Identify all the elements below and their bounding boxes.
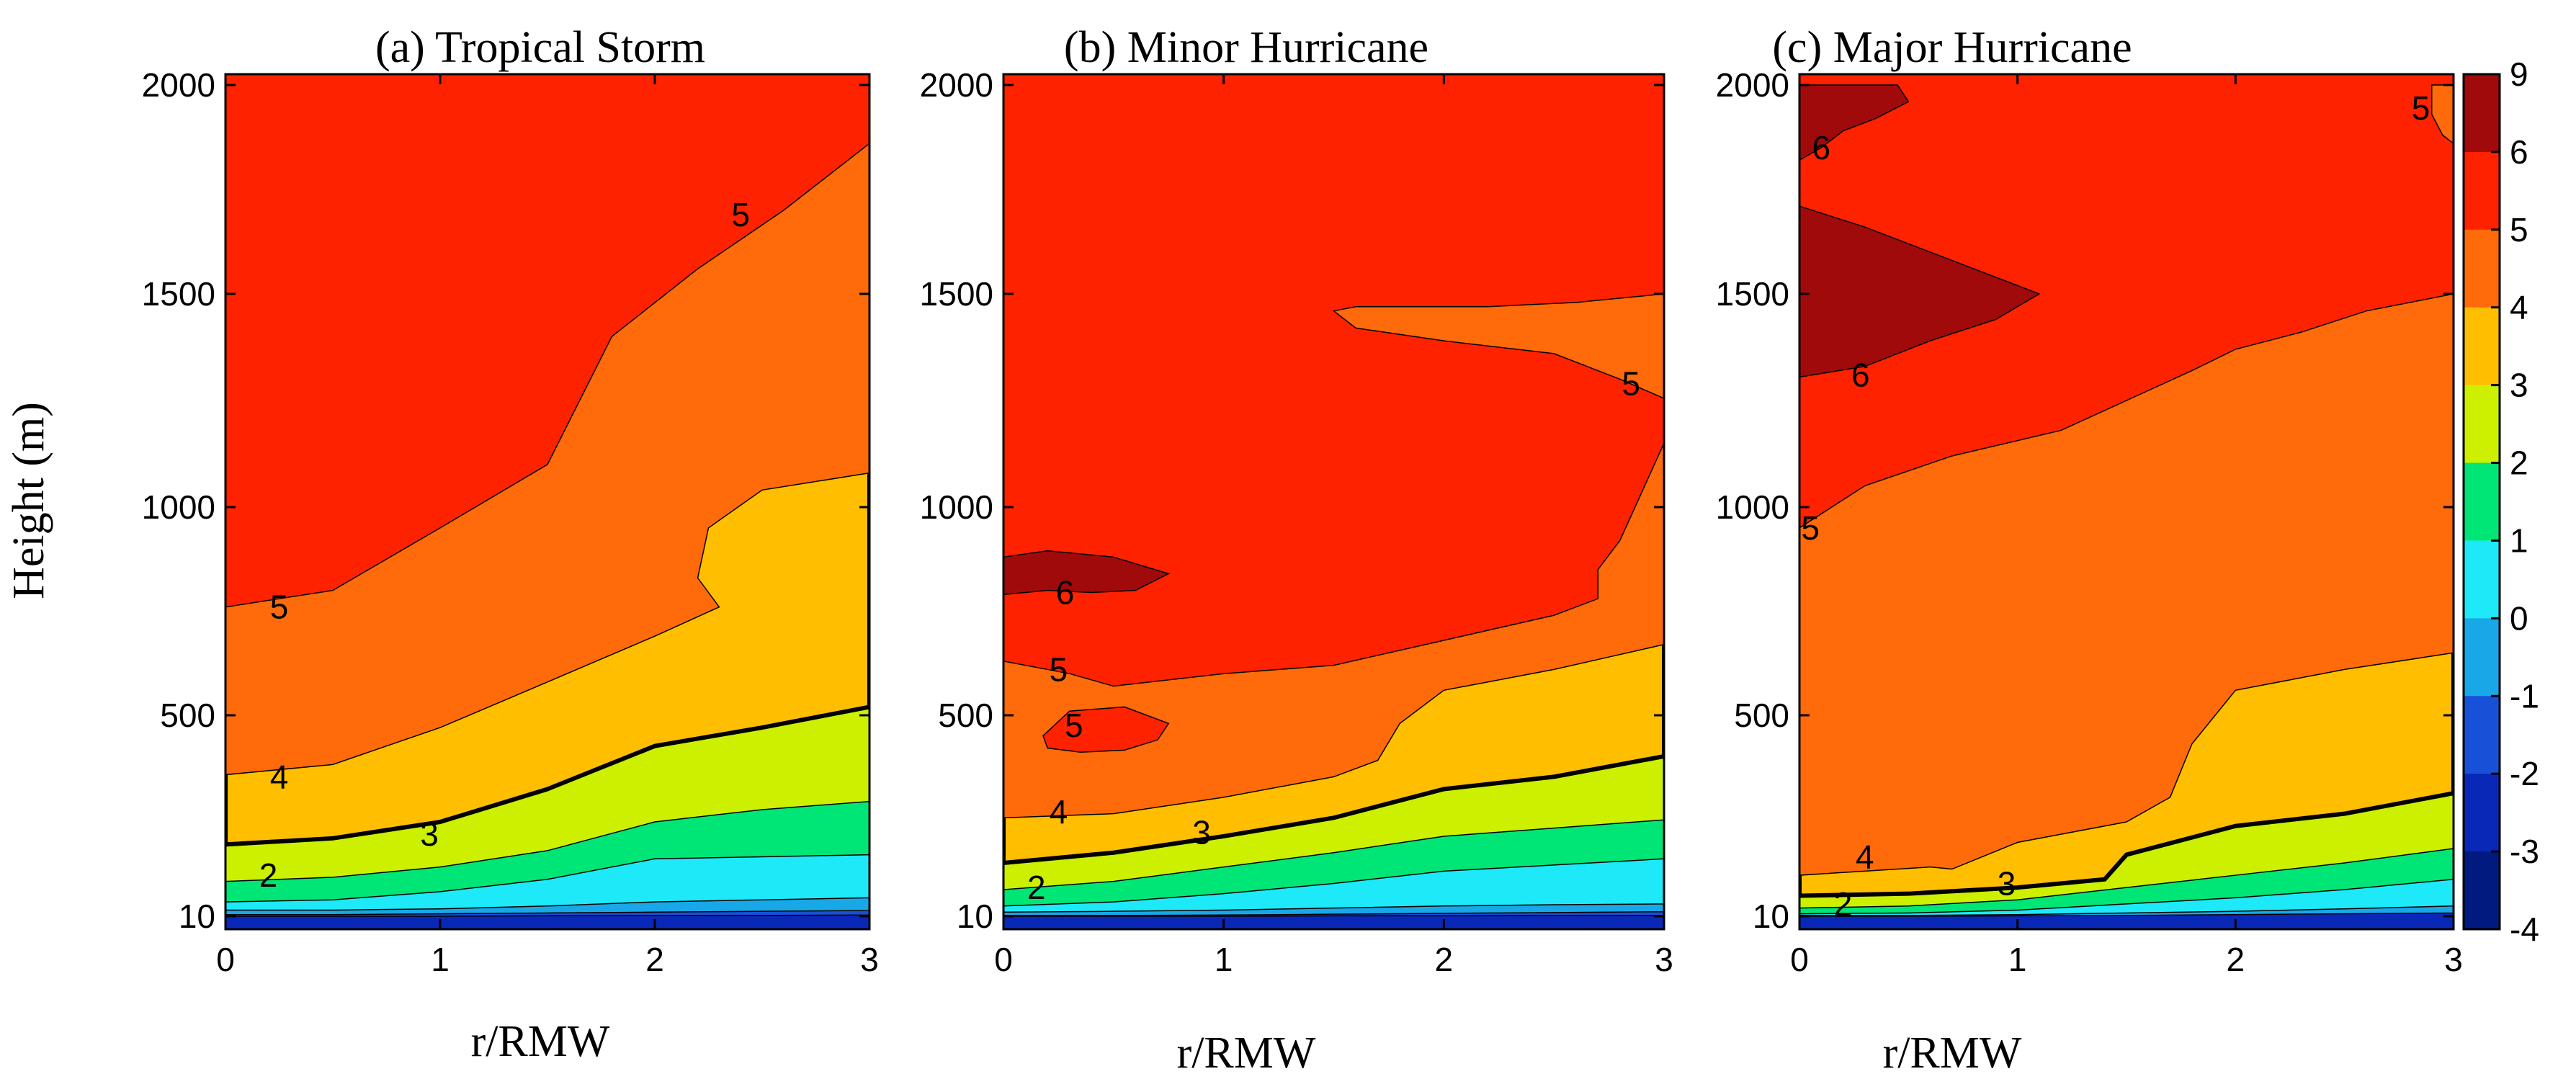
panel-c: 5 6 6 5 4 3 2 10 500 1000 1500 2000 0 1 2 3 [1716, 66, 2463, 978]
panel-c-ytick-label-3: 1500 [1716, 275, 1789, 313]
panel-b-ytick-label-2: 1000 [920, 488, 993, 526]
panel-a-ytick-label-1: 500 [160, 697, 215, 734]
colorbar-tick-label-10: -3 [2510, 833, 2539, 870]
panel-a-xtick-label-1: 1 [431, 941, 450, 978]
panel-b-contour-label-6: 2 [1027, 869, 1046, 906]
panel-b-xtick-label-2: 2 [1435, 941, 1454, 978]
panel-c-ytick-label-4: 2000 [1716, 66, 1789, 104]
colorbar-tick-label-11: -4 [2510, 910, 2539, 948]
panel-c-ytick-label-2: 1000 [1716, 488, 1789, 526]
panel-c-ytick-label-0: 10 [1753, 898, 1789, 935]
panel-a-xtick-label-2: 2 [645, 941, 664, 978]
colorbar-tick-label-0: 9 [2510, 55, 2528, 93]
colorbar-tick-label-6: 1 [2510, 522, 2528, 559]
panel-b-island-1 [1003, 550, 1171, 596]
colorbar-segment-10 [2464, 851, 2500, 930]
colorbar-tick-label-9: -2 [2510, 755, 2539, 792]
panel-b-xtick-label-0: 0 [994, 941, 1013, 978]
panel-b-contour-label-2: 5 [1050, 650, 1068, 688]
panel-b-xtick-label-1: 1 [1215, 941, 1233, 978]
panel-c-ytick-label-1: 500 [1734, 697, 1789, 734]
colorbar-segment-8 [2464, 696, 2500, 774]
panel-b-island-0 [1332, 293, 1664, 399]
panel-c-xtick-label-0: 0 [1790, 941, 1809, 978]
colorbar-tick-label-8: -1 [2510, 677, 2539, 715]
panel-b-contour-label-4: 4 [1050, 793, 1068, 831]
panel-a-plot-area [225, 74, 869, 929]
colorbar: 9 6 5 4 3 2 1 0 -1 -2 -3 -4 [2462, 55, 2539, 948]
panel-a-xtick-label-3: 3 [860, 941, 879, 978]
colorbar-segment-2 [2464, 229, 2500, 308]
panel-b-contour-label-1: 6 [1056, 573, 1075, 611]
panel-b-ytick-label-3: 1500 [920, 275, 993, 313]
colorbar-tick-label-4: 3 [2510, 367, 2528, 404]
panel-b-ytick-label-4: 2000 [920, 66, 993, 104]
panel-b-contour-label-3: 5 [1065, 707, 1083, 744]
colorbar-tick-label-5: 2 [2510, 444, 2528, 482]
colorbar-segment-9 [2464, 774, 2500, 852]
panel-c-plot-area [1799, 74, 2454, 929]
panel-b-xtick-label-3: 3 [1655, 941, 1673, 978]
panel-a-contour-label-1: 5 [270, 588, 289, 626]
colorbar-segment-0 [2464, 74, 2500, 153]
panel-a-ytick-label-2: 1000 [142, 488, 215, 526]
colorbar-segment-7 [2464, 618, 2500, 697]
colorbar-frame [2462, 73, 2501, 931]
panel-c-island-0 [1799, 84, 1910, 161]
panel-a-contour-label-3: 3 [420, 815, 439, 853]
colorbar-tick-label-1: 6 [2510, 133, 2528, 171]
panel-a-x-axis-label: r/RMW [471, 1017, 610, 1066]
colorbar-segment-4 [2464, 385, 2500, 464]
panel-b-ytick-label-0: 10 [957, 898, 993, 935]
panel-a-ytick-label-4: 2000 [142, 66, 215, 104]
panel-a-contour-label-0: 5 [731, 196, 750, 233]
panel-c-contour-label-5: 3 [1998, 864, 2016, 902]
panel-c-title: (c) Major Hurricane [1772, 23, 2132, 72]
panel-a-band-5 [225, 74, 869, 608]
panel-c-frame [1798, 73, 2455, 931]
panel-b-x-axis-label: r/RMW [1177, 1029, 1316, 1078]
panel-b-plot-area [1003, 74, 1664, 929]
panel-c-contour-label-2: 6 [1851, 356, 1870, 393]
panel-c-island-1 [1799, 205, 2041, 378]
colorbar-tick-label-3: 4 [2510, 289, 2528, 326]
panel-a: 5 5 4 3 2 10 500 1000 1500 2000 0 1 2 3 [142, 66, 879, 978]
panel-b-ytick-label-1: 500 [938, 697, 993, 734]
panel-b-contour-label-5: 3 [1192, 813, 1211, 851]
panel-c-xtick-label-3: 3 [2444, 941, 2463, 978]
panel-a-contour-label-2: 4 [270, 758, 289, 795]
panel-c-contour-label-0: 5 [2412, 89, 2430, 127]
panel-c-xtick-label-2: 2 [2227, 941, 2245, 978]
panel-c-xtick-label-1: 1 [2008, 941, 2027, 978]
panel-b: 5 6 5 5 4 3 2 10 500 1000 1500 2000 0 1 2 3 [920, 66, 1673, 978]
panel-c-contour-label-4: 4 [1856, 838, 1874, 875]
panel-c-contour-label-1: 6 [1812, 129, 1830, 166]
panel-b-frame [1002, 73, 1665, 931]
panel-c-contour-label-6: 2 [1834, 885, 1853, 923]
panel-c-contour-label-3: 5 [1801, 509, 1820, 547]
panel-b-contour-label-0: 5 [1622, 364, 1640, 402]
panel-a-frame [224, 73, 871, 931]
colorbar-segment-6 [2464, 540, 2500, 619]
panel-a-contour-label-4: 2 [259, 856, 278, 894]
y-axis-label: Height (m) [4, 402, 53, 599]
panel-c-x-axis-label: r/RMW [1883, 1029, 2022, 1078]
panel-a-xtick-label-0: 0 [216, 941, 235, 978]
panel-c-band-5 [1799, 74, 2454, 529]
colorbar-tick-label-7: 0 [2510, 599, 2528, 637]
panel-a-ytick-label-3: 1500 [142, 275, 215, 313]
panel-b-band-5 [1003, 74, 1664, 687]
panel-b-title: (b) Minor Hurricane [1064, 23, 1428, 72]
colorbar-segment-5 [2464, 462, 2500, 541]
panel-a-ytick-label-0: 10 [179, 898, 215, 935]
panel-a-title: (a) Tropical Storm [375, 23, 705, 72]
colorbar-tick-label-2: 5 [2510, 211, 2528, 249]
panel-b-island-2 [1042, 706, 1170, 753]
colorbar-segment-3 [2464, 307, 2500, 386]
colorbar-segment-1 [2464, 151, 2500, 231]
